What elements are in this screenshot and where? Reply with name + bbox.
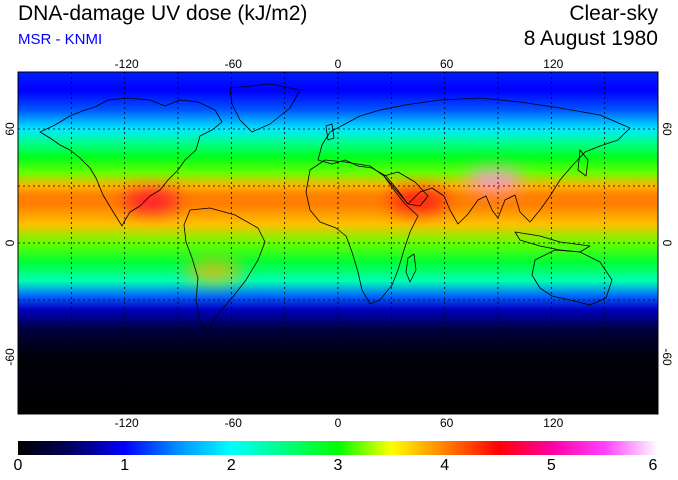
data-source: MSR - KNMI xyxy=(18,31,103,48)
madagascar-coastline xyxy=(405,253,417,283)
arabian-peninsula-coastline xyxy=(383,171,429,207)
lat-label-left: -60 xyxy=(3,348,17,366)
colorbar-label: 0 xyxy=(13,457,23,474)
uk-coastline xyxy=(325,123,335,141)
lat-label-right: 60 xyxy=(660,122,674,136)
lon-label-bottom: 60 xyxy=(440,416,454,430)
graticule xyxy=(18,72,658,414)
australia-coastline xyxy=(531,249,613,306)
colorbar-label: 4 xyxy=(440,457,450,474)
lon-label-bottom: -60 xyxy=(224,416,242,430)
japan-coastline xyxy=(577,149,589,177)
lon-label-top: 60 xyxy=(440,57,454,71)
lat-label-right: -60 xyxy=(660,348,674,366)
lon-label-top: -120 xyxy=(114,57,139,71)
north-america-coastline xyxy=(39,97,223,227)
lon-label-bottom: -120 xyxy=(114,416,139,430)
greenland-coastline xyxy=(229,83,301,133)
map-title: DNA-damage UV dose (kJ/m2) xyxy=(18,2,308,25)
map-date: 8 August 1980 xyxy=(523,27,658,50)
colorbar-label: 6 xyxy=(648,457,658,474)
uv-hotspot xyxy=(123,190,180,213)
colorbar-label: 1 xyxy=(120,457,130,474)
lat-label-left: 0 xyxy=(3,239,17,247)
lon-label-top: -60 xyxy=(224,57,242,71)
africa-coastline xyxy=(305,159,419,305)
map-frame xyxy=(17,71,659,415)
colorbar-label: 3 xyxy=(333,457,343,474)
lat-label-right: 0 xyxy=(660,239,674,247)
uv-hotspot xyxy=(390,190,446,213)
lon-label-bottom: 120 xyxy=(543,416,564,430)
uv-hotspot xyxy=(466,169,523,192)
antarctica-coastline xyxy=(29,394,641,405)
colorbar-label: 2 xyxy=(226,457,236,474)
uv-hotspot xyxy=(185,260,242,283)
lat-label-left: 60 xyxy=(3,122,17,136)
coastlines xyxy=(29,83,641,405)
lon-label-top: 120 xyxy=(543,57,564,71)
sky-condition: Clear-sky xyxy=(569,2,658,25)
lon-label-bottom: 0 xyxy=(334,416,342,430)
lon-label-top: 0 xyxy=(334,57,342,71)
colorbar xyxy=(18,441,658,455)
colorbar-label: 5 xyxy=(546,457,556,474)
south-america-coastline xyxy=(183,207,266,331)
